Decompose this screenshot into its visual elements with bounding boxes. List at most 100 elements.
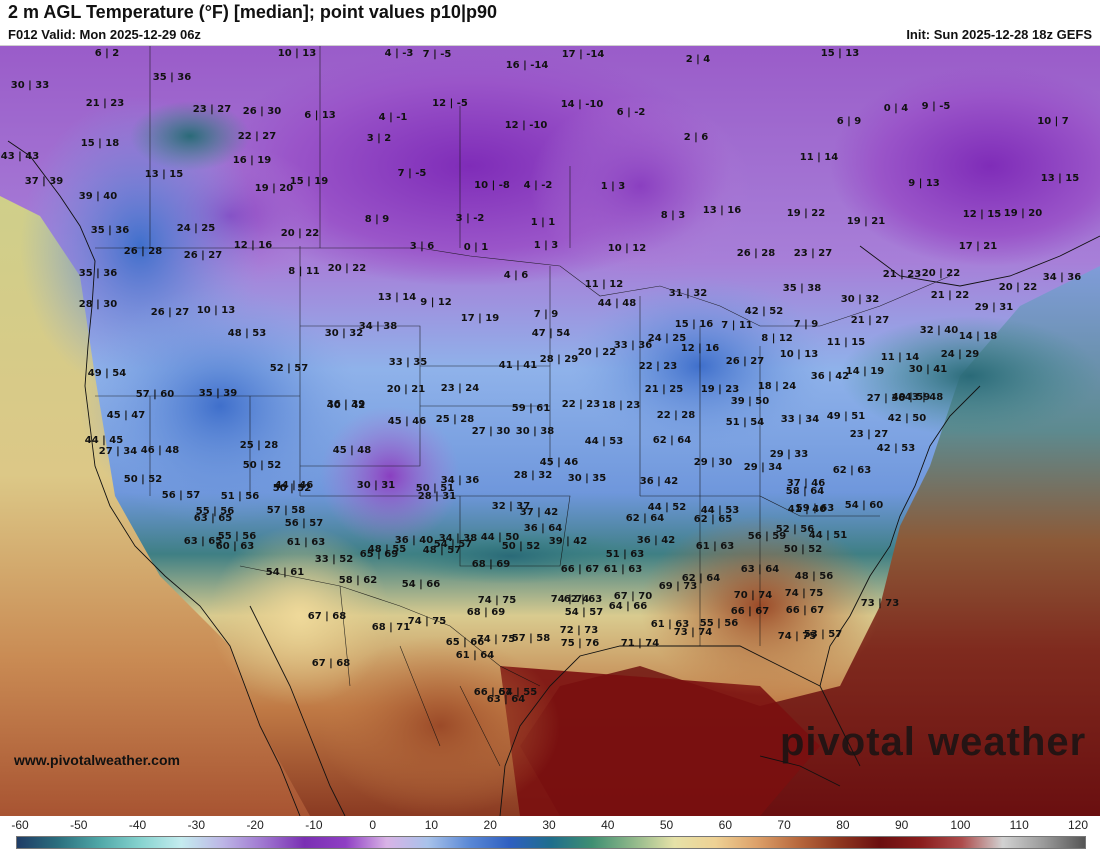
point-value-label: 51 | 56 <box>220 491 260 502</box>
point-value-label: 21 | 27 <box>850 315 890 326</box>
point-value-label: 18 | 24 <box>757 381 797 392</box>
point-value-label: 30 | 41 <box>908 364 948 375</box>
point-value-label: 33 | 52 <box>314 554 354 565</box>
point-value-label: 63 | 65 <box>183 536 223 547</box>
point-value-label: 67 | 68 <box>307 611 347 622</box>
point-value-label: 54 | 66 <box>401 579 441 590</box>
point-value-label: 54 | 61 <box>265 567 305 578</box>
point-value-label: 14 | 18 <box>958 331 998 342</box>
point-value-label: 20 | 21 <box>386 384 426 395</box>
point-value-label: 56 | 57 <box>284 518 324 529</box>
cold-core-quebec <box>830 66 1100 266</box>
point-value-label: 11 | 14 <box>799 152 839 163</box>
point-value-label: 2 | 4 <box>685 54 711 65</box>
point-value-label: 48 | 53 <box>227 328 267 339</box>
point-value-label: 19 | 23 <box>700 384 740 395</box>
point-value-label: 30 | 38 <box>515 426 555 437</box>
point-value-label: 35 | 39 <box>198 388 238 399</box>
point-value-label: 13 | 14 <box>377 292 417 303</box>
colorbar-tick: -20 <box>246 818 264 832</box>
point-value-label: 10 | 7 <box>1037 116 1069 127</box>
point-value-label: 61 | 63 <box>650 619 690 630</box>
point-value-label: 26 | 30 <box>242 106 282 117</box>
point-value-label: 35 | 36 <box>78 268 118 279</box>
point-value-label: 1 | 3 <box>600 181 626 192</box>
point-value-label: 10 | 13 <box>779 349 819 360</box>
point-value-label: 9 | 13 <box>908 178 940 189</box>
point-value-label: 63 | 64 <box>486 694 526 705</box>
point-value-label: 45 | 46 <box>387 416 427 427</box>
point-value-label: 10 | -8 <box>474 180 510 191</box>
point-value-label: 43 | 43 <box>0 151 40 162</box>
point-value-label: 18 | 23 <box>601 400 641 411</box>
point-value-label: 13 | 15 <box>1040 173 1080 184</box>
point-value-label: 48 | 55 <box>367 544 407 555</box>
point-value-label: 9 | 12 <box>420 297 452 308</box>
point-value-label: 11 | 14 <box>880 352 920 363</box>
point-value-label: 43 | 48 <box>904 392 944 403</box>
point-value-label: 42 | 52 <box>744 306 784 317</box>
colorbar-tick: 90 <box>894 818 909 832</box>
point-value-label: 26 | 27 <box>150 307 190 318</box>
point-value-label: 65 | 66 <box>445 637 485 648</box>
point-value-label: 33 | 36 <box>613 340 653 351</box>
point-value-label: 33 | 35 <box>388 357 428 368</box>
point-value-label: 74 | 75 <box>477 595 517 606</box>
point-value-label: 45 | 48 <box>332 445 372 456</box>
point-value-label: 4 | 6 <box>503 270 529 281</box>
point-value-label: 48 | 57 <box>422 545 462 556</box>
point-value-label: 75 | 76 <box>560 638 600 649</box>
point-value-label: 54 | 57 <box>433 539 473 550</box>
point-value-label: 4 | -1 <box>378 112 408 123</box>
point-value-label: 17 | -14 <box>561 49 605 60</box>
point-value-label: 74 | 75 <box>784 588 824 599</box>
point-value-label: 34 | 36 <box>1042 272 1082 283</box>
point-value-label: 22 | 23 <box>638 361 678 372</box>
point-value-label: 3 | 2 <box>366 133 392 144</box>
point-value-label: 60 | 63 <box>215 541 255 552</box>
point-value-label: 15 | 18 <box>80 138 120 149</box>
point-value-label: 36 | 39 <box>326 399 366 410</box>
point-value-label: 17 | 21 <box>958 241 998 252</box>
point-value-label: 26 | 27 <box>725 356 765 367</box>
point-value-label: 20 | 22 <box>998 282 1038 293</box>
map-canvas <box>0 46 1100 816</box>
point-value-label: 67 | 68 <box>311 658 351 669</box>
coastlines <box>7 140 1100 816</box>
point-value-label: 15 | 19 <box>289 176 329 187</box>
point-value-label: 11 | 12 <box>584 279 624 290</box>
point-value-label: 20 | 22 <box>327 263 367 274</box>
point-value-label: 62 | 64 <box>625 513 665 524</box>
point-value-label: 8 | 12 <box>761 333 793 344</box>
colorbar: -60 -50 -40 -30 -20 -10 0 10 20 30 40 50 60 70 80 90 100… <box>0 816 1100 850</box>
point-value-label: 22 | 27 <box>237 131 277 142</box>
colorbar-tick: 70 <box>777 818 791 832</box>
point-value-label: 55 | 56 <box>195 506 235 517</box>
point-value-label: 39 | 42 <box>548 536 588 547</box>
point-value-label: 47 | 54 <box>531 328 571 339</box>
point-value-label: 6 | 13 <box>304 110 336 121</box>
colorbar-tick: 40 <box>601 818 615 832</box>
point-value-label: 40 | 42 <box>326 400 366 411</box>
point-value-label: 23 | 24 <box>440 383 480 394</box>
point-value-label: 21 | 23 <box>85 98 125 109</box>
point-value-label: 14 | -10 <box>560 99 604 110</box>
point-value-label: 29 | 30 <box>693 457 733 468</box>
point-value-label: 3 | -2 <box>455 213 485 224</box>
gulf-field <box>500 666 820 816</box>
point-value-label: 0 | 1 <box>463 242 489 253</box>
point-value-label: 54 | 55 <box>498 687 538 698</box>
point-value-label: 57 | 58 <box>266 505 306 516</box>
point-value-label: 74 | 75 <box>407 616 447 627</box>
point-value-label: 24 | 29 <box>940 349 980 360</box>
point-value-label: 73 | 74 <box>673 627 713 638</box>
point-value-label: 71 | 74 <box>620 638 660 649</box>
colorbar-tick: -40 <box>128 818 147 832</box>
point-value-label: 36 | 64 <box>523 523 563 534</box>
point-value-label: 1 | 1 <box>530 217 556 228</box>
gradient-band-northeast <box>840 316 1100 436</box>
source-url: www.pivotalweather.com <box>14 752 180 768</box>
point-value-label: 31 | 32 <box>668 288 708 299</box>
point-value-label: 59 | 61 <box>511 403 551 414</box>
point-value-label: 29 | 33 <box>769 449 809 460</box>
